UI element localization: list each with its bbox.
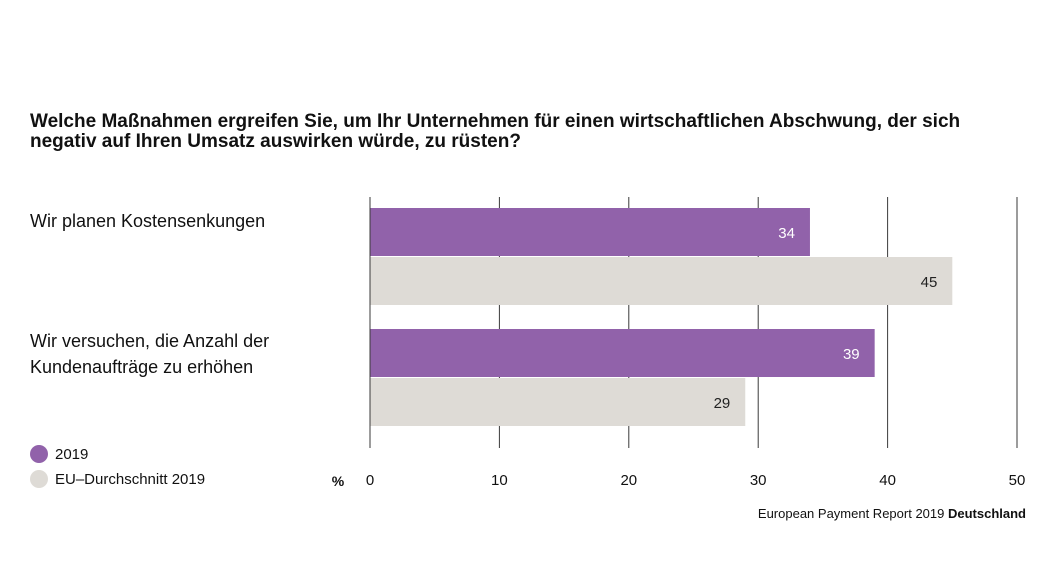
category-label-kundenauftraege: Wir versuchen, die Anzahl der Kundenauft… — [30, 331, 270, 377]
legend-label-eu-durchschnitt: EU–Durchschnitt 2019 — [55, 470, 206, 488]
tick-label-10: 10 — [491, 472, 508, 489]
footer-country: Deutschland — [947, 506, 1026, 521]
legend-swatch-2019 — [30, 445, 48, 463]
legend-item-eu-durchschnitt: EU–Durchschnitt 2019 — [30, 469, 205, 489]
value-label-2019-1: 39 — [843, 346, 860, 363]
axis-unit-label: % — [332, 473, 345, 489]
tick-label-30: 30 — [750, 472, 767, 489]
bar-eu-0 — [370, 257, 953, 305]
source-footer: European Payment Report 2019 Deutschland — [758, 506, 1026, 521]
bar-2019-1 — [370, 329, 875, 377]
legend-swatch-eu-durchschnitt — [30, 470, 48, 488]
footer-source: European Payment Report 2019 — [757, 506, 948, 521]
bar-2019-0 — [370, 208, 810, 256]
bar-eu-1 — [370, 378, 746, 426]
value-label-eu-1: 29 — [714, 395, 731, 412]
value-label-2019-0: 34 — [778, 225, 795, 242]
chart-title: Welche Maßnahmen ergreifen Sie, um Ihr U… — [30, 111, 961, 152]
category-label-kostensenkungen: Wir planen Kostensenkungen — [30, 211, 266, 231]
value-label-eu-0: 45 — [921, 274, 938, 291]
tick-label-20: 20 — [620, 472, 637, 489]
legend-label-2019: 2019 — [55, 445, 89, 463]
tick-label-50: 50 — [1009, 472, 1026, 489]
tick-label-40: 40 — [879, 472, 896, 489]
legend-item-2019: 2019 — [30, 444, 88, 464]
tick-label-0: 0 — [366, 472, 374, 489]
